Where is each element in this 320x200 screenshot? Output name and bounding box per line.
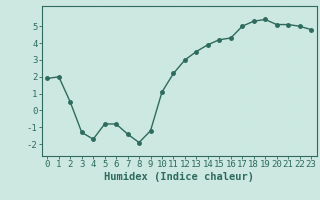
X-axis label: Humidex (Indice chaleur): Humidex (Indice chaleur) — [104, 172, 254, 182]
